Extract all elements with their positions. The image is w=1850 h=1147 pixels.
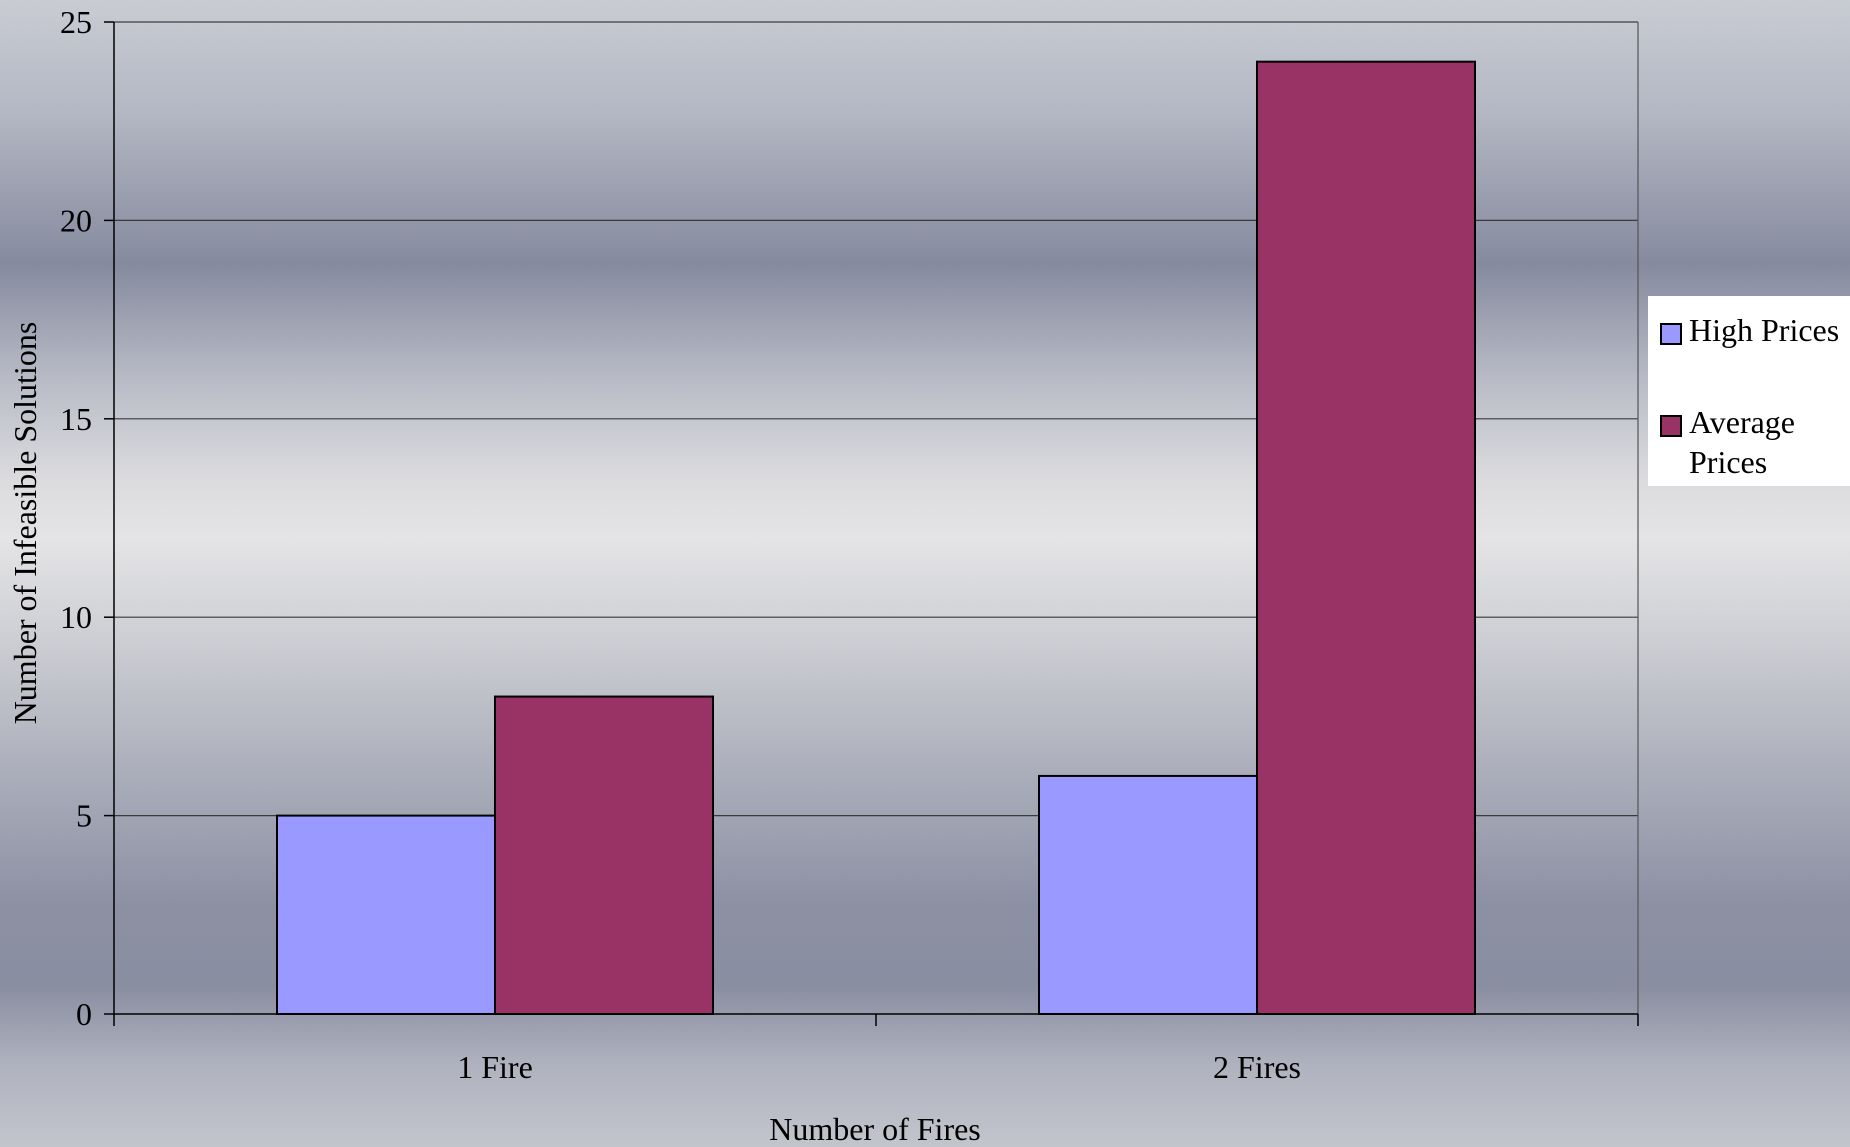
- y-tick-label: 25: [60, 4, 92, 40]
- bar: [1256, 60, 1476, 1016]
- legend-item-high-prices: High Prices: [1660, 310, 1850, 350]
- y-tick-label: 15: [60, 401, 92, 437]
- bar: [1038, 774, 1258, 1015]
- legend: High Prices Average Prices: [1648, 296, 1850, 486]
- legend-label: Average Prices: [1689, 404, 1795, 480]
- y-axis-title: Number of Infeasible Solutions: [7, 322, 43, 725]
- legend-swatch-average-prices: [1660, 415, 1682, 437]
- axes: [104, 21, 1639, 1026]
- y-tick-label: 10: [60, 599, 92, 635]
- tick-labels: 0 5 10 15 20 25 1 Fire 2 Fires: [60, 4, 1301, 1085]
- legend-swatch-high-prices: [1660, 323, 1682, 345]
- bar: [494, 695, 714, 1015]
- y-tick-label: 0: [76, 996, 92, 1032]
- y-tick-label: 5: [76, 798, 92, 834]
- x-axis-title: Number of Fires: [769, 1111, 981, 1147]
- bar: [276, 814, 496, 1015]
- legend-item-average-prices: Average Prices: [1660, 402, 1850, 482]
- x-tick-label: 2 Fires: [1213, 1049, 1301, 1085]
- x-tick-label: 1 Fire: [457, 1049, 533, 1085]
- y-tick-label: 20: [60, 202, 92, 238]
- bars: [276, 60, 1476, 1016]
- legend-label: High Prices: [1689, 312, 1840, 348]
